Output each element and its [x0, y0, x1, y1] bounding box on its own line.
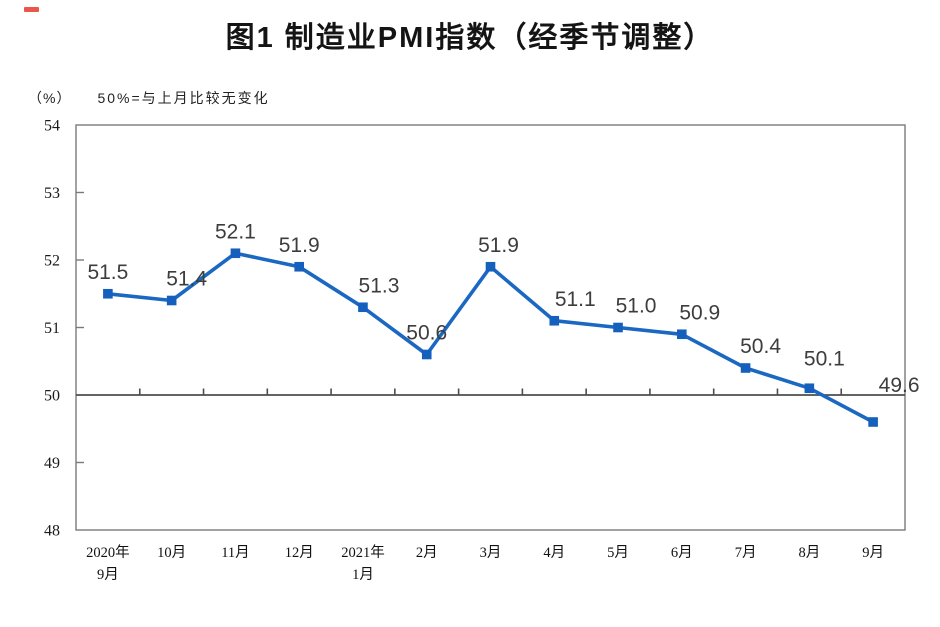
x-axis-label: 9月: [862, 545, 884, 561]
data-point-marker: [868, 417, 878, 427]
x-axis-label: 11月: [221, 545, 249, 561]
x-axis-label: 2月: [416, 545, 438, 561]
data-point-label: 51.5: [87, 261, 128, 284]
data-point-marker: [358, 302, 368, 313]
x-axis-label: 10月: [157, 545, 186, 561]
x-axis-label: 9月: [97, 567, 119, 583]
x-axis-label: 2020年: [86, 544, 130, 561]
reference-note: 50%=与上月比较无变化: [97, 90, 270, 106]
chart-subtitle-row: （%） 50%=与上月比较无变化: [28, 88, 270, 108]
y-axis-tick-label: 51: [44, 320, 60, 337]
data-point-marker: [485, 261, 496, 272]
x-axis-label: 8月: [798, 545, 820, 561]
data-point-label: 51.9: [279, 234, 320, 257]
data-point-label: 51.1: [555, 288, 596, 311]
plot-border: [75, 124, 906, 531]
data-point-label: 51.3: [359, 274, 400, 297]
data-point-marker: [230, 248, 241, 259]
data-point-marker: [740, 363, 751, 373]
x-axis-label: 6月: [671, 545, 693, 561]
data-point-marker: [677, 329, 687, 340]
chart-title: 图1 制造业PMI指数（经季节调整）: [225, 22, 715, 54]
y-axis-tick-label: 53: [44, 185, 60, 202]
x-axis-label: 7月: [735, 545, 757, 561]
data-point-label: 51.9: [478, 234, 519, 257]
data-point-marker: [421, 349, 432, 360]
data-point-label: 51.0: [616, 295, 657, 318]
y-axis-tick-label: 49: [44, 455, 60, 472]
y-axis-tick-label: 52: [44, 253, 60, 270]
data-point-label: 50.6: [406, 322, 447, 345]
y-axis-tick-label: 54: [44, 118, 60, 135]
data-point-label: 52.1: [215, 220, 256, 243]
x-axis-label: 2021年: [341, 544, 385, 561]
data-point-label: 50.4: [740, 335, 781, 358]
y-axis-unit-label: （%）: [28, 90, 72, 106]
y-axis-tick-label: 50: [44, 388, 60, 405]
red-scan-mark: [24, 7, 39, 12]
x-axis-label: 12月: [285, 545, 314, 561]
data-point-marker: [294, 261, 304, 272]
data-point-label: 51.4: [166, 268, 207, 291]
x-axis-label: 3月: [480, 545, 502, 561]
data-point-label: 50.1: [804, 347, 845, 370]
data-point-marker: [613, 322, 623, 333]
data-point-label: 50.9: [679, 301, 720, 324]
x-axis-label: 1月: [352, 567, 374, 583]
data-point-marker: [804, 383, 815, 394]
y-axis-tick-label: 48: [44, 523, 60, 540]
data-point-marker: [549, 315, 560, 326]
data-point-label: 49.6: [879, 374, 920, 397]
data-point-marker: [166, 295, 177, 306]
x-axis-label: 5月: [607, 545, 629, 561]
x-axis-label: 4月: [543, 545, 565, 561]
data-point-marker: [103, 288, 113, 299]
